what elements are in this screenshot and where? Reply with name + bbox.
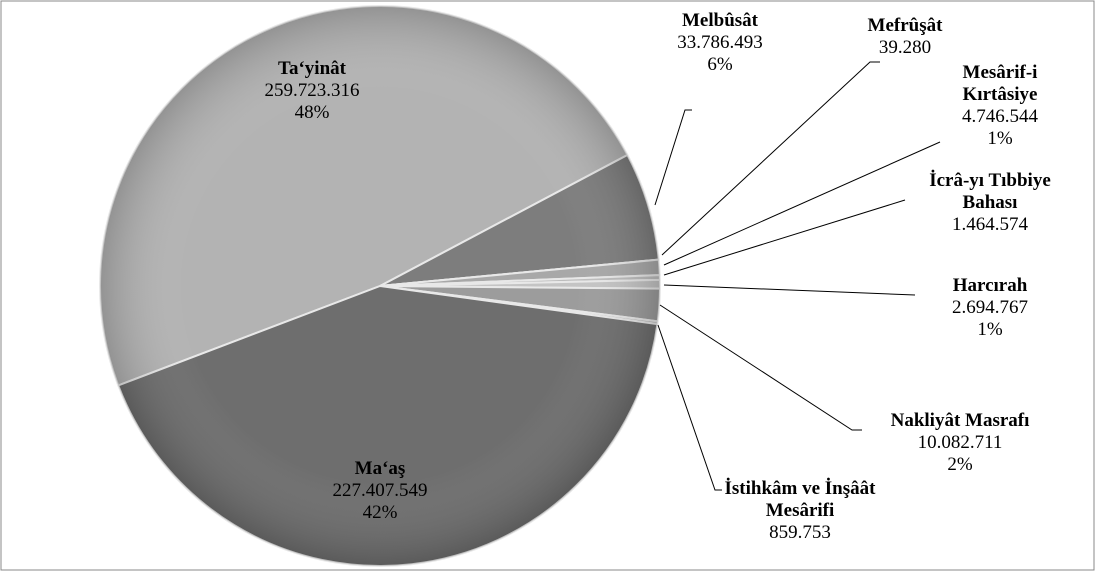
value-label: 33.786.493	[677, 32, 763, 53]
category-label: Harcırah	[952, 275, 1028, 296]
category-label: Ta‘yinât	[278, 58, 346, 79]
category-label: Nakliyât Masrafı	[890, 410, 1030, 431]
data-label: İcrâ-yı Tıbbiye Bahası 1.464.574	[915, 170, 1065, 236]
category-label: Mefrûşât	[867, 15, 943, 36]
percent-label: 42%	[362, 502, 398, 523]
leader-line	[661, 61, 880, 256]
percent-label: 6%	[707, 54, 733, 75]
leader-line	[657, 324, 722, 491]
data-label: İstihkâm ve İnşâât Mesârifi 859.753	[700, 478, 900, 544]
category-label: İstihkâm ve İnşâât Mesârifi	[724, 478, 876, 521]
value-label: 1.464.574	[952, 214, 1028, 235]
data-label: Mesârif-i Kırtâsiye 4.746.544 1%	[945, 62, 1055, 150]
value-label: 39.280	[878, 37, 932, 58]
data-label: Ta‘yinât 259.723.316 48%	[212, 58, 412, 124]
data-label: Nakliyât Masrafı 10.082.711 2%	[855, 410, 1065, 476]
category-label: Mesârif-i Kırtâsiye	[962, 62, 1038, 105]
data-label: Ma‘aş 227.407.549 42%	[280, 458, 480, 524]
category-label: Melbûsât	[682, 10, 758, 31]
category-label: Ma‘aş	[354, 458, 406, 479]
percent-label: 1%	[987, 128, 1013, 149]
percent-label: 2%	[947, 454, 973, 475]
leader-line	[663, 141, 941, 266]
value-label: 2.694.767	[952, 297, 1028, 318]
percent-label: 48%	[294, 102, 330, 123]
value-label: 10.082.711	[917, 432, 1003, 453]
percent-label: 1%	[977, 319, 1003, 340]
value-label: 859.753	[769, 522, 831, 543]
value-label: 227.407.549	[332, 480, 428, 501]
leader-line	[659, 304, 862, 431]
data-label: Harcırah 2.694.767 1%	[915, 275, 1065, 341]
leader-line	[654, 109, 692, 206]
data-label: Mefrûşât 39.280	[840, 15, 970, 59]
leader-line	[663, 284, 916, 296]
leader-line	[663, 199, 906, 276]
value-label: 4.746.544	[962, 106, 1038, 127]
data-label: Melbûsât 33.786.493 6%	[645, 10, 795, 76]
value-label: 259.723.316	[264, 80, 360, 101]
category-label: İcrâ-yı Tıbbiye Bahası	[929, 170, 1051, 213]
